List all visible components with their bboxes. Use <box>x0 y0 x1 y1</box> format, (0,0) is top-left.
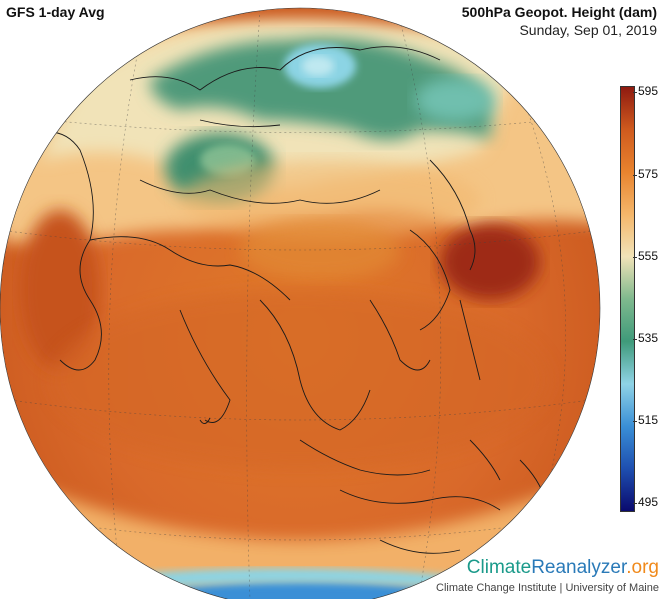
colorbar-tick-mark <box>633 175 637 176</box>
colorbar-tick-label: 495 <box>638 495 659 509</box>
colorbar-tick-mark <box>633 421 637 422</box>
brand-name-part3: .org <box>626 557 659 578</box>
colorbar-tick-label: 595 <box>638 84 659 98</box>
colorbar-tick-label: 535 <box>638 331 659 345</box>
brand-name-part1: Climate <box>466 557 532 578</box>
brand-name-part2: Reanalyzer <box>531 557 627 578</box>
globe-field <box>0 8 600 599</box>
colorbar-tick-mark <box>633 257 637 258</box>
brand-logo[interactable]: ClimateReanalyzer.org <box>467 557 659 579</box>
colorbar-tick-mark <box>633 339 637 340</box>
colorbar-tick-mark <box>633 503 637 504</box>
colorbar-tick-label: 515 <box>638 413 659 427</box>
colorbar-tick-mark <box>633 92 637 93</box>
colorbar-tick-label: 555 <box>638 249 659 263</box>
brand-subtitle: Climate Change Institute | University of… <box>436 582 659 594</box>
colorbar-tick-label: 575 <box>638 167 659 181</box>
date-label: Sunday, Sep 01, 2019 <box>519 22 657 38</box>
graticule-lines <box>0 9 600 599</box>
model-title: GFS 1-day Avg <box>6 4 105 20</box>
variable-title: 500hPa Geopot. Height (dam) <box>461 4 657 20</box>
colorbar <box>620 86 635 512</box>
